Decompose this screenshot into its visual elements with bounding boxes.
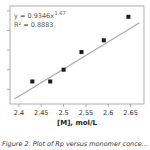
chart: 2.4 2.45 2.5 2.55 2.6 2.65 y = 0.9346x1.67R² =… [0, 0, 150, 150]
plot-frame [10, 6, 144, 104]
x-tick-label: 2.45 [34, 109, 48, 117]
x-tick-label: 2.5 [58, 109, 68, 117]
x-axis-label: [M], mol/L [57, 119, 98, 127]
point [102, 38, 106, 42]
x-tick [130, 104, 131, 107]
x-tick [85, 104, 86, 107]
y-tick [7, 10, 10, 11]
annotation: R² = 0.8883 [14, 21, 53, 29]
annotation: y = 0.9346x [14, 12, 54, 20]
marks [14, 15, 139, 99]
point [62, 68, 66, 72]
point [30, 79, 34, 83]
y-tick [7, 30, 10, 31]
caption: Figure 2. Plot of Rp versus monomer conc… [2, 140, 148, 148]
point [126, 15, 130, 19]
point [79, 50, 83, 54]
y-tick [7, 89, 10, 90]
x-tick-label: 2.55 [79, 109, 93, 117]
point [48, 79, 52, 83]
annotation-exponent: 1.67 [55, 10, 66, 16]
trend-line [14, 23, 139, 99]
y-tick [7, 50, 10, 51]
y-tick [7, 69, 10, 70]
x-tick [41, 104, 42, 107]
x-tick [63, 104, 64, 107]
x-tick [18, 104, 19, 107]
x-tick [108, 104, 109, 107]
x-tick-label: 2.4 [14, 109, 24, 117]
x-tick-label: 2.65 [123, 109, 137, 117]
x-tick-label: 2.6 [103, 109, 113, 117]
